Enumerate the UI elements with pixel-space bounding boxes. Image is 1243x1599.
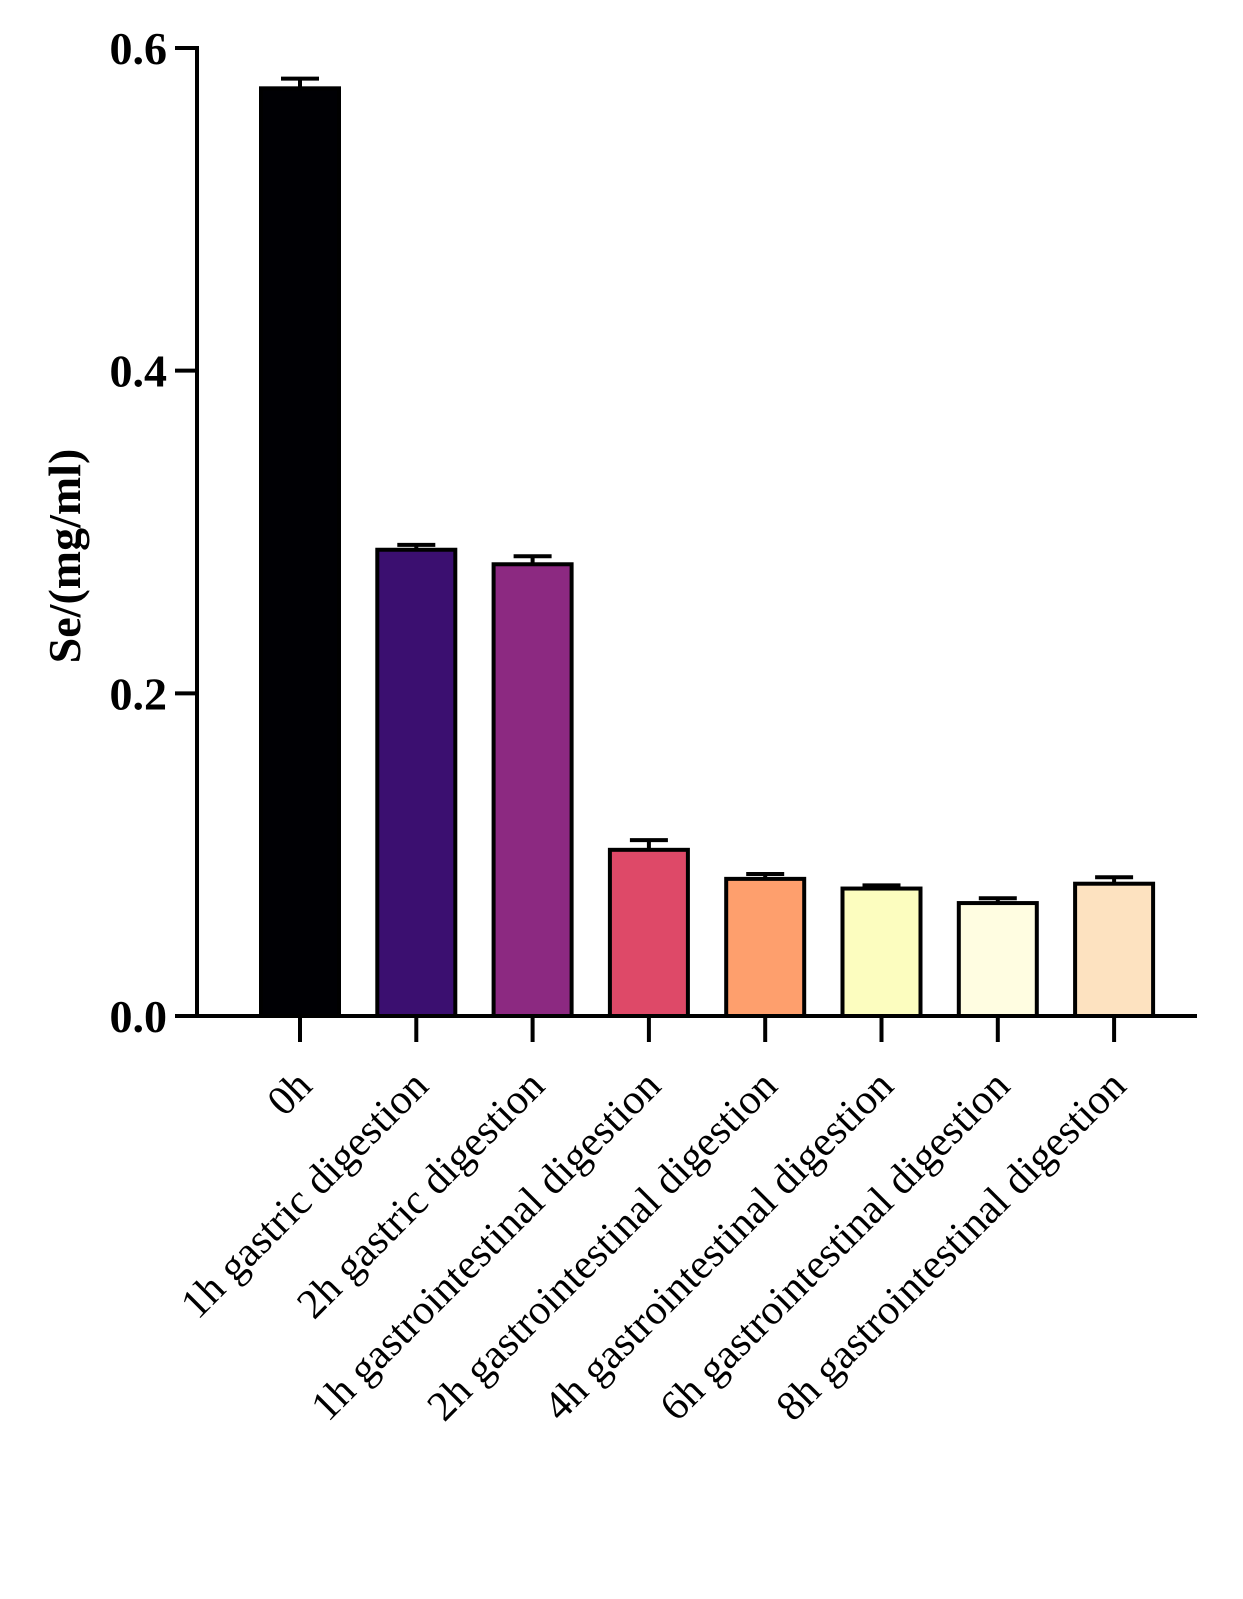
bar-7	[1073, 881, 1156, 1018]
bar-0	[259, 86, 341, 1019]
bar-6	[956, 901, 1039, 1018]
bar-4	[724, 876, 807, 1018]
x-tick-label-0: 0h	[259, 1063, 321, 1125]
y-tick-label-1: 0.2	[110, 668, 168, 719]
bar-5	[840, 886, 923, 1019]
y-axis-title: Se/(mg/ml)	[39, 449, 90, 664]
y-tick-label-3: 0.6	[110, 23, 168, 74]
y-tick-label-2: 0.4	[110, 346, 168, 397]
y-tick-label-0: 0.0	[110, 991, 168, 1042]
bar-1	[375, 547, 458, 1018]
bar-3	[607, 847, 690, 1018]
bar-2	[491, 562, 574, 1018]
